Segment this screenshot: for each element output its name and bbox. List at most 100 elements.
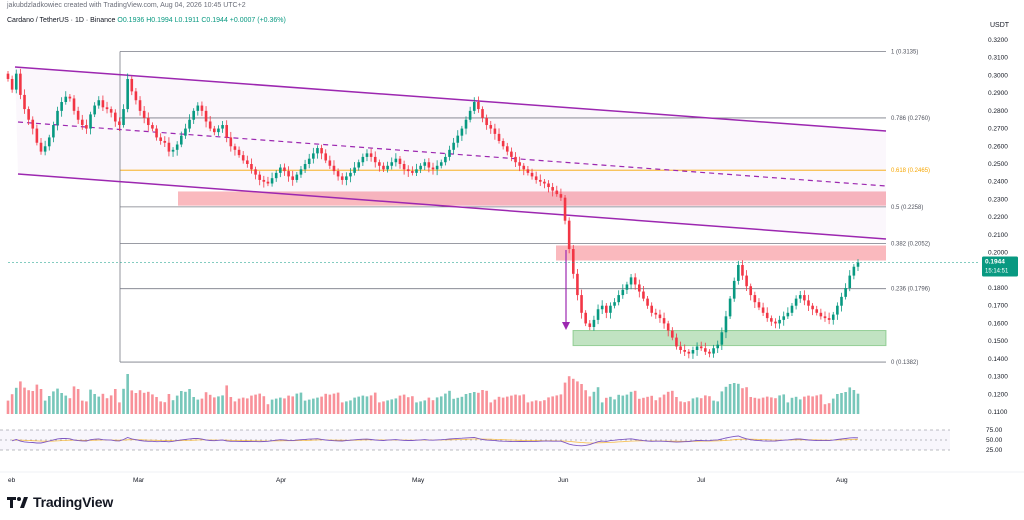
volume-bar [221, 395, 224, 414]
candle-body [312, 153, 315, 159]
volume-bar [241, 397, 245, 414]
volume-bar [23, 387, 26, 414]
volume-bar [295, 393, 299, 414]
candle-body [43, 146, 47, 152]
candle-body [56, 110, 59, 126]
candle-body [765, 312, 769, 319]
volume-bar [167, 394, 171, 414]
volume-bar [493, 399, 497, 414]
volume-bar [398, 395, 402, 414]
volume-bar [188, 389, 191, 414]
candle-body [815, 309, 819, 313]
volume-bar [225, 385, 228, 414]
volume-bar [658, 397, 662, 414]
candle-body [497, 133, 501, 141]
price-axis-tick: 0.2500 [988, 161, 1008, 168]
candle-body [852, 266, 856, 276]
candle-body [105, 107, 109, 110]
volume-bar [666, 391, 670, 414]
price-axis-tick: 0.2100 [988, 232, 1008, 239]
volume-bar [699, 398, 703, 414]
volume-bars [6, 374, 860, 414]
price-chart[interactable]: 1 (0.3135) 0.786 (0.2760) 0.618 (0.2465) 0.… [0, 0, 1024, 490]
volume-bar [848, 387, 852, 414]
candle-body [138, 100, 142, 111]
candle-body [415, 169, 418, 173]
candle-body [369, 153, 373, 157]
volume-bar [728, 384, 732, 414]
candle-body [316, 148, 319, 154]
candle-body [340, 176, 344, 180]
volume-bar [621, 395, 625, 414]
volume-bar [274, 398, 278, 414]
volume-bar [708, 396, 711, 414]
candle-body [419, 165, 422, 170]
volume-bar [316, 397, 319, 414]
candle-body [353, 167, 356, 173]
move-arrow-head [562, 322, 570, 330]
volume-bar [526, 402, 530, 414]
volume-bar [39, 389, 43, 414]
price-axis-tick: 0.2300 [988, 196, 1008, 203]
volume-bar [175, 395, 179, 414]
volume-bar [109, 395, 113, 414]
volume-bar [765, 396, 769, 414]
volume-bar [815, 395, 819, 414]
candle-body [14, 73, 18, 90]
candle-body [118, 121, 121, 126]
volume-bar [258, 393, 261, 414]
candle-body [704, 348, 707, 352]
volume-bar [349, 400, 352, 414]
candle-body [803, 295, 806, 301]
candle-body [827, 318, 831, 320]
volume-bar [468, 393, 472, 414]
channel-upper-line [14, 66, 887, 132]
candle-body [101, 100, 105, 108]
volume-bar [93, 394, 96, 414]
candle-body [93, 105, 96, 115]
candle-body [307, 158, 311, 164]
volume-bar [790, 397, 794, 414]
time-axis-tick: Mar [133, 477, 145, 484]
volume-bar [584, 390, 587, 414]
fib-level-label: 0.5 (0.2258) [891, 205, 923, 211]
volume-bar [753, 397, 757, 414]
candle-body [237, 149, 241, 156]
volume-bar [856, 393, 860, 414]
volume-bar [35, 384, 39, 414]
candle-body [666, 323, 670, 331]
price-axis-tick: 0.2400 [988, 179, 1008, 186]
candle-body [530, 172, 534, 177]
candle-body [571, 249, 575, 274]
price-axis-tick: 0.2200 [988, 214, 1008, 221]
volume-bar [675, 397, 678, 414]
candle-body [159, 137, 162, 141]
candle-body [229, 137, 233, 147]
candle-body [543, 181, 546, 184]
countdown-timer: 15:14:51 [985, 268, 1009, 274]
tradingview-logo[interactable]: TradingView [7, 494, 113, 510]
candle-body [47, 137, 51, 147]
candle-body [485, 117, 488, 126]
candle-body [332, 165, 336, 172]
volume-bar [510, 395, 513, 414]
tradingview-logo-text: TradingView [33, 494, 114, 510]
volume-bar [778, 395, 781, 414]
candle-body [505, 146, 509, 152]
fib-level-label: 0.786 (0.2760) [891, 116, 930, 122]
candle-body [283, 167, 286, 172]
volume-bar [382, 401, 385, 414]
candle-body [538, 179, 542, 182]
volume-bar [431, 400, 435, 414]
volume-bar [687, 401, 691, 414]
volume-bar [464, 394, 468, 414]
volume-bar [19, 381, 22, 414]
rsi-line [11, 435, 859, 447]
candle-body [605, 305, 608, 313]
volume-bar [609, 396, 612, 414]
volume-bar [336, 392, 340, 414]
volume-bar [439, 396, 443, 414]
volume-bar [184, 391, 187, 414]
candle-body [113, 112, 117, 122]
candle-body [225, 125, 228, 138]
